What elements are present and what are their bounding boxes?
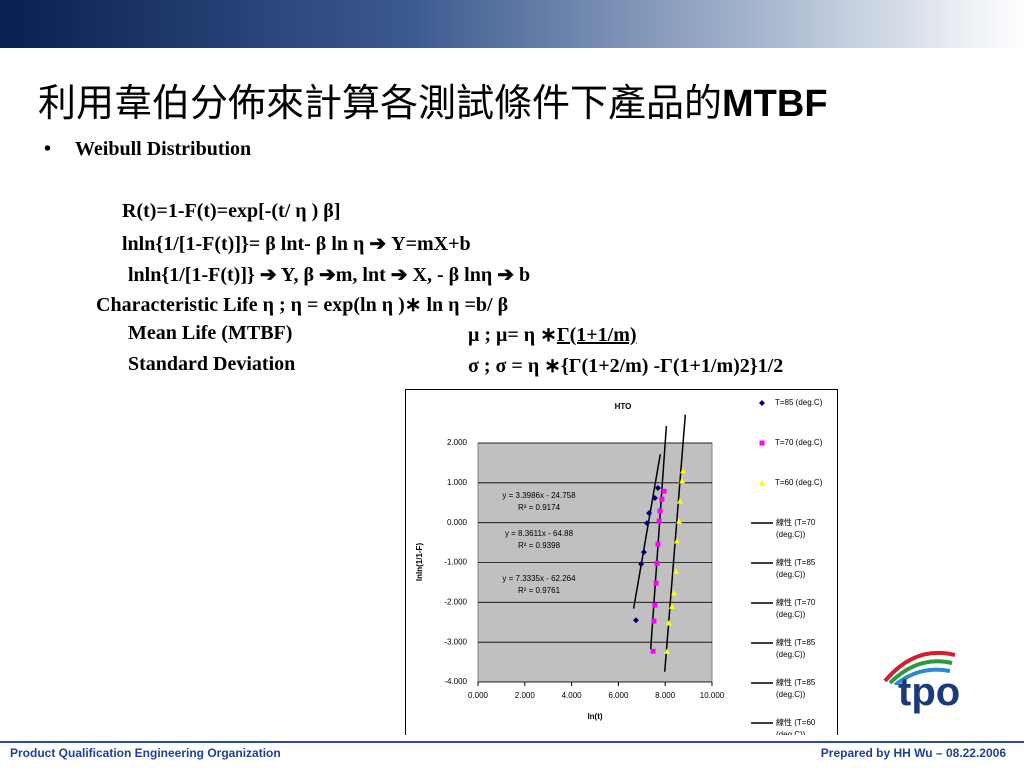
formula: lnln{1/[1-F(t)]} ➔ Y, β ➔m, lnt ➔ X, - β…	[128, 264, 531, 286]
footer-left: Product Qualification Engineering Organi…	[10, 746, 281, 760]
point	[661, 488, 667, 494]
point	[656, 518, 662, 524]
point	[679, 477, 686, 484]
y-tick-label: 1.000	[447, 478, 468, 487]
trend-equation: y = 8.3611x - 64.88	[505, 529, 574, 538]
bullet: Weibull Distribution	[75, 138, 252, 160]
y-tick-label: -4.000	[444, 677, 467, 686]
legend-label: 線性 (T=85	[776, 677, 816, 687]
point	[676, 518, 683, 524]
formula: R(t)=1-F(t)=exp[-(t/ η ) β]	[122, 200, 341, 222]
chart-frame: -4.000 -3.000 -2.000 -1.000 0.000 1.000 2.000 0…	[405, 389, 838, 735]
point	[650, 648, 656, 654]
y-tick-label: -2.000	[444, 597, 467, 606]
point	[676, 498, 683, 504]
x-tick-label: 6.000	[608, 691, 629, 700]
legend-label: (deg.C))	[776, 570, 806, 579]
y-tick-label: 0.000	[447, 518, 468, 527]
trend-r2: R² = 0.9398	[518, 541, 561, 550]
point	[664, 648, 671, 654]
point	[671, 590, 678, 596]
legend-label: 線性 (T=60	[776, 717, 816, 727]
title-latin: MTBF	[722, 83, 828, 125]
logo-graphic	[883, 650, 956, 687]
header-bar	[0, 0, 1024, 48]
legend-label: T=85 (deg.C)	[775, 398, 823, 407]
point	[652, 602, 658, 608]
legend-label: (deg.C))	[776, 610, 806, 619]
footer-rule	[0, 741, 1024, 743]
point	[657, 508, 663, 514]
logo-arcs	[880, 645, 960, 687]
point	[632, 617, 639, 624]
point	[654, 560, 660, 566]
legend-label: (deg.C))	[776, 530, 806, 539]
point	[672, 568, 679, 574]
legend-marker	[759, 440, 765, 446]
formula: σ ; σ = η ∗{Γ(1+2/m) -Γ(1+1/m)2}1/2	[468, 355, 784, 377]
point	[668, 603, 675, 609]
chart-title: HTO	[615, 402, 632, 411]
chart: -4.000 -3.000 -2.000 -1.000 0.000 1.000 2.000 0…	[415, 398, 823, 735]
trend-r2: R² = 0.9174	[518, 503, 561, 512]
x-tick-label: 0.000	[468, 691, 489, 700]
point	[673, 537, 680, 544]
legend-label: 線性 (T=85	[776, 557, 816, 567]
title: 利用韋伯分佈來計算各測試條件下產品的MTBF	[38, 72, 828, 127]
formula-label: Standard Deviation	[128, 353, 296, 375]
trendline	[632, 454, 662, 609]
legend-marker	[759, 480, 765, 486]
formula-part: μ ; μ= η ∗	[468, 324, 557, 346]
point	[643, 520, 650, 527]
x-tick-label: 8.000	[655, 691, 676, 700]
x-axis-label: ln(t)	[587, 712, 602, 721]
point	[646, 510, 653, 517]
legend-label: (deg.C))	[776, 690, 806, 699]
y-tick-label: 2.000	[447, 438, 468, 447]
legend-label: 線性 (T=70	[776, 517, 816, 527]
point	[640, 549, 647, 556]
formula-label: Mean Life (MTBF)	[128, 322, 293, 344]
formula-part: Γ(1+1/m)	[556, 324, 637, 346]
formula: Characteristic Life η ; η = exp(ln η )∗ …	[96, 294, 509, 316]
legend-marker	[759, 400, 765, 406]
y-axis-label: lnln(1/1-F)	[415, 543, 424, 582]
legend-label: T=70 (deg.C)	[775, 438, 823, 447]
trend-equation: y = 3.3986x - 24.758	[502, 491, 576, 500]
legend-label: (deg.C))	[776, 650, 806, 659]
point	[653, 580, 659, 586]
formula: μ ; μ= η ∗Γ(1+1/m)	[468, 322, 637, 347]
y-tick-label: -1.000	[444, 558, 467, 567]
x-tick-label: 4.000	[562, 691, 583, 700]
trend-r2: R² = 0.9761	[518, 586, 561, 595]
legend-label: T=60 (deg.C)	[775, 478, 823, 487]
point	[651, 494, 658, 501]
formula: lnln{1/[1-F(t)]}= β lnt- β ln η ➔ Y=mX+b	[122, 233, 471, 255]
logo: tpo	[898, 670, 961, 714]
y-tick-label: -3.000	[444, 637, 467, 646]
x-tick-label: 2.000	[515, 691, 536, 700]
point	[665, 620, 672, 626]
legend-label: 線性 (T=85	[776, 637, 816, 647]
point	[655, 541, 661, 547]
x-tick-label: 10.000	[700, 691, 725, 700]
point	[679, 467, 686, 474]
legend-label: (deg.C))	[776, 730, 806, 735]
point	[638, 561, 645, 568]
point	[654, 485, 661, 492]
point	[651, 618, 657, 624]
title-cjk: 利用韋伯分佈來計算各測試條件下產品的	[38, 81, 723, 125]
point	[659, 496, 665, 502]
trend-equation: y = 7.3335x - 62.264	[502, 574, 576, 583]
trendline	[649, 425, 668, 650]
legend-label: 線性 (T=70	[776, 597, 816, 607]
footer-right: Prepared by HH Wu – 08.22.2006	[820, 746, 1006, 760]
bullet-dot: •	[44, 138, 52, 160]
